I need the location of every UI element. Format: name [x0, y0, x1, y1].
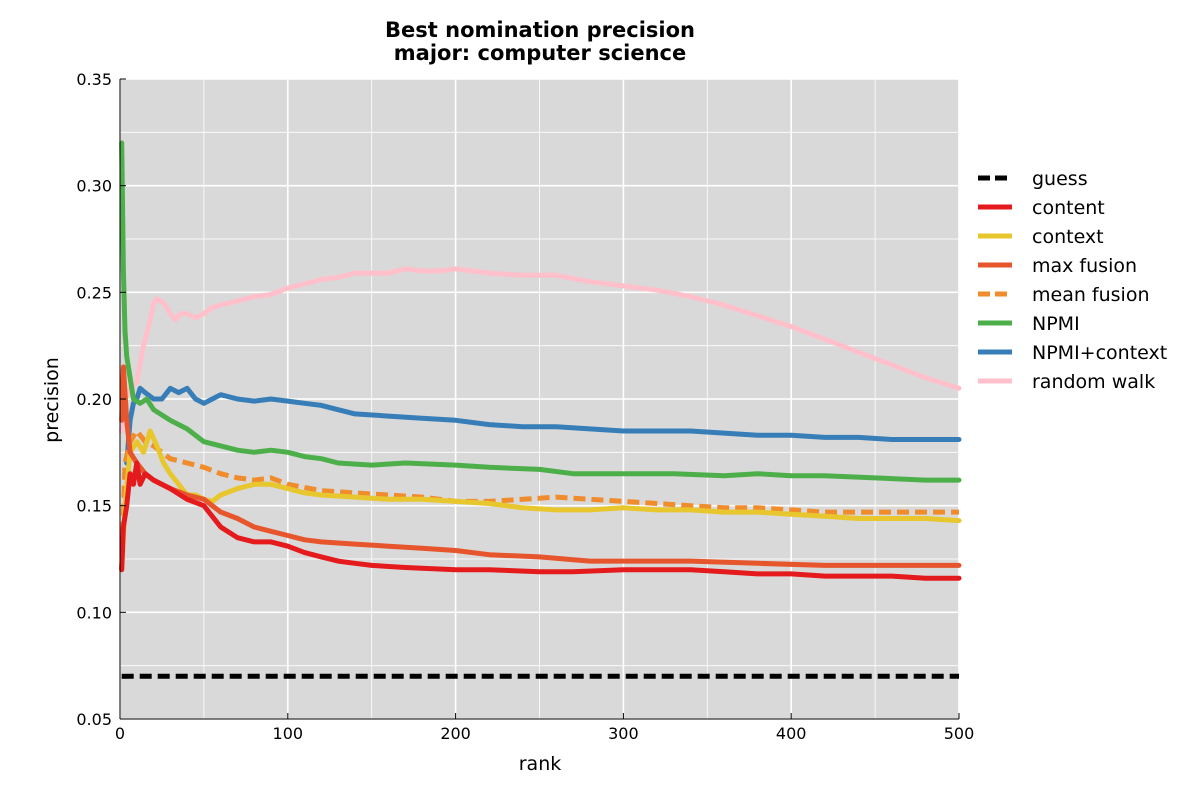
legend: guess content context max fusion mean fusion…	[978, 168, 1167, 393]
x-tick-label: 300	[608, 724, 639, 743]
legend-label: max fusion	[1032, 255, 1137, 277]
series-line-npmi-context	[124, 385, 962, 466]
y-tick-label: 0.30	[76, 177, 112, 196]
legend-label: guess	[1032, 168, 1088, 190]
y-tick-label: 0.25	[76, 283, 112, 302]
y-tick-label: 0.35	[76, 70, 112, 89]
y-tick-label: 0.20	[76, 390, 112, 409]
x-tick-label: 200	[440, 724, 471, 743]
y-tick-label: 0.15	[76, 497, 112, 516]
x-tick-label: 100	[273, 724, 304, 743]
y-tick-label: 0.05	[76, 710, 112, 729]
series-line-content	[119, 460, 962, 581]
series-line-context	[119, 428, 962, 573]
axes: 0 100 200 300 400 500 0.05 0.10 0.15 0.20 0.25 0.30…	[76, 70, 974, 743]
chart-title: Best nomination precision	[385, 18, 695, 42]
series-line-npmi	[119, 140, 962, 483]
legend-label: NPMI+context	[1032, 342, 1167, 364]
y-axis-label: precision	[41, 357, 63, 443]
legend-label: NPMI	[1032, 313, 1080, 335]
legend-label: random walk	[1032, 371, 1155, 393]
series-lines	[119, 140, 962, 679]
series-line-random-walk	[119, 266, 962, 434]
x-tick-label: 500	[944, 724, 975, 743]
legend-label: context	[1032, 226, 1104, 248]
x-axis-label: rank	[519, 753, 562, 775]
legend-label: content	[1032, 197, 1105, 219]
x-tick-label: 400	[776, 724, 807, 743]
chart-subtitle: major: computer science	[394, 41, 686, 65]
y-tick-label: 0.10	[76, 603, 112, 622]
x-tick-label: 0	[115, 724, 125, 743]
legend-label: mean fusion	[1032, 284, 1150, 306]
